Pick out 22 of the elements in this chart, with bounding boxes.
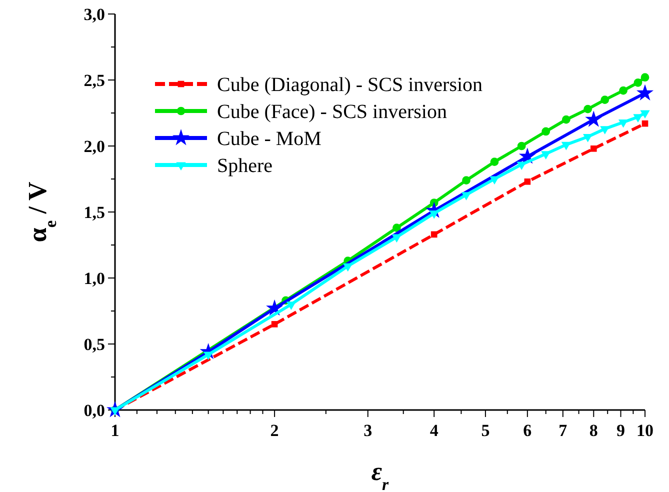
y-tick-label: 0,0 (84, 401, 105, 420)
y-tick-label: 0,5 (84, 335, 105, 354)
y-tick-label: 2,0 (84, 137, 105, 156)
legend-label: Cube (Face) - SCS inversion (217, 101, 447, 123)
x-tick-label: 6 (523, 421, 532, 440)
x-tick-label: 3 (364, 421, 372, 440)
legend-label: Sphere (217, 155, 273, 177)
x-tick-label: 5 (481, 421, 490, 440)
x-tick-label: 2 (270, 421, 279, 440)
x-tick-label: 8 (589, 421, 598, 440)
y-tick-label: 1,5 (84, 203, 105, 222)
x-tick-label: 7 (558, 421, 568, 440)
x-axis-title: ε$_{r}$ (371, 457, 390, 492)
y-tick-label: 2,5 (84, 71, 105, 90)
x-tick-label: 1 (110, 421, 120, 440)
legend-label: Cube - MoM (217, 128, 322, 150)
x-tick-label: 9 (616, 421, 625, 440)
x-tick-label: 10 (636, 421, 654, 440)
y-tick-label: 3,0 (84, 5, 105, 24)
x-tick-label: 4 (430, 421, 439, 440)
y-tick-label: 1,0 (84, 269, 105, 288)
legend-label: Cube (Diagonal) - SCS inversion (217, 74, 483, 96)
